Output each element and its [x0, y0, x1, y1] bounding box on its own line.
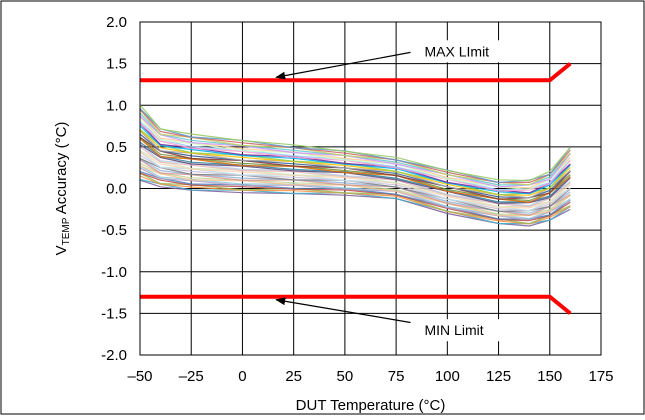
annotation-box-1: [402, 319, 503, 342]
y-tick-label-3: 0.5: [106, 139, 127, 156]
annotation-arrow-1: [275, 297, 411, 324]
x-tick-label-1: –25: [179, 368, 204, 385]
x-tick-label-4: 50: [337, 368, 354, 385]
y-axis-label-rest: Accuracy (°C): [53, 122, 70, 218]
limit-lines-layer: [140, 62, 572, 315]
x-tick-label-5: 75: [388, 368, 405, 385]
device-curve-10: [139, 159, 571, 216]
device-curves-layer: [139, 104, 571, 227]
device-curve-0: [139, 179, 571, 227]
x-tick-label-7: 125: [486, 368, 511, 385]
device-curve-6: [139, 167, 571, 221]
min-limit-line: [140, 294, 572, 315]
device-curve-37: [139, 108, 571, 184]
y-tick-label-5: -0.5: [101, 222, 127, 239]
max-limit-line: [140, 62, 572, 83]
annotation-layer: MAX LImit MIN Limit: [275, 40, 503, 342]
device-curve-8: [139, 165, 571, 217]
x-tick-label-3: 25: [285, 368, 302, 385]
tick-labels-layer: –50 –25 0 25 50 75 100 125 150 175 2.0 1.5 1.0 0.5 0.0…: [101, 14, 613, 385]
annotation-label-1: MIN Limit: [425, 322, 484, 338]
x-tick-label-0: –50: [127, 368, 152, 385]
device-curve-30: [139, 122, 571, 192]
annotation-arrow-0: [275, 51, 411, 80]
plot-area-frame: [139, 21, 602, 356]
x-tick-label-9: 175: [588, 368, 613, 385]
x-tick-label-8: 150: [537, 368, 562, 385]
y-axis-label-main: V: [53, 245, 70, 255]
device-curve-32: [139, 117, 571, 190]
y-tick-label-1: 1.5: [106, 56, 127, 73]
device-curve-15: [139, 151, 571, 209]
y-axis-label: VTEMP Accuracy (°C): [53, 122, 72, 256]
device-curve-17: [139, 146, 571, 208]
annotation-box-0: [402, 40, 503, 63]
device-curve-21: [139, 138, 571, 203]
x-axis-label: DUT Temperature (°C): [296, 397, 446, 414]
y-tick-label-2: 1.0: [106, 97, 127, 114]
y-axis-label-subscript: TEMP: [61, 217, 72, 245]
device-curve-28: [139, 125, 571, 195]
y-tick-label-4: 0.0: [106, 181, 127, 198]
y-tick-label-6: -1.0: [101, 264, 127, 281]
x-tick-label-2: 0: [238, 368, 246, 385]
device-curve-39: [139, 104, 571, 182]
x-tick-label-6: 100: [435, 368, 460, 385]
y-tick-label-8: -2.0: [101, 347, 127, 364]
device-curve-26: [139, 130, 571, 196]
device-curve-19: [139, 144, 571, 204]
device-curve-4: [139, 172, 571, 222]
y-tick-label-0: 2.0: [106, 14, 127, 31]
annotation-label-0: MAX LImit: [425, 43, 490, 59]
y-tick-label-7: -1.5: [101, 305, 127, 322]
